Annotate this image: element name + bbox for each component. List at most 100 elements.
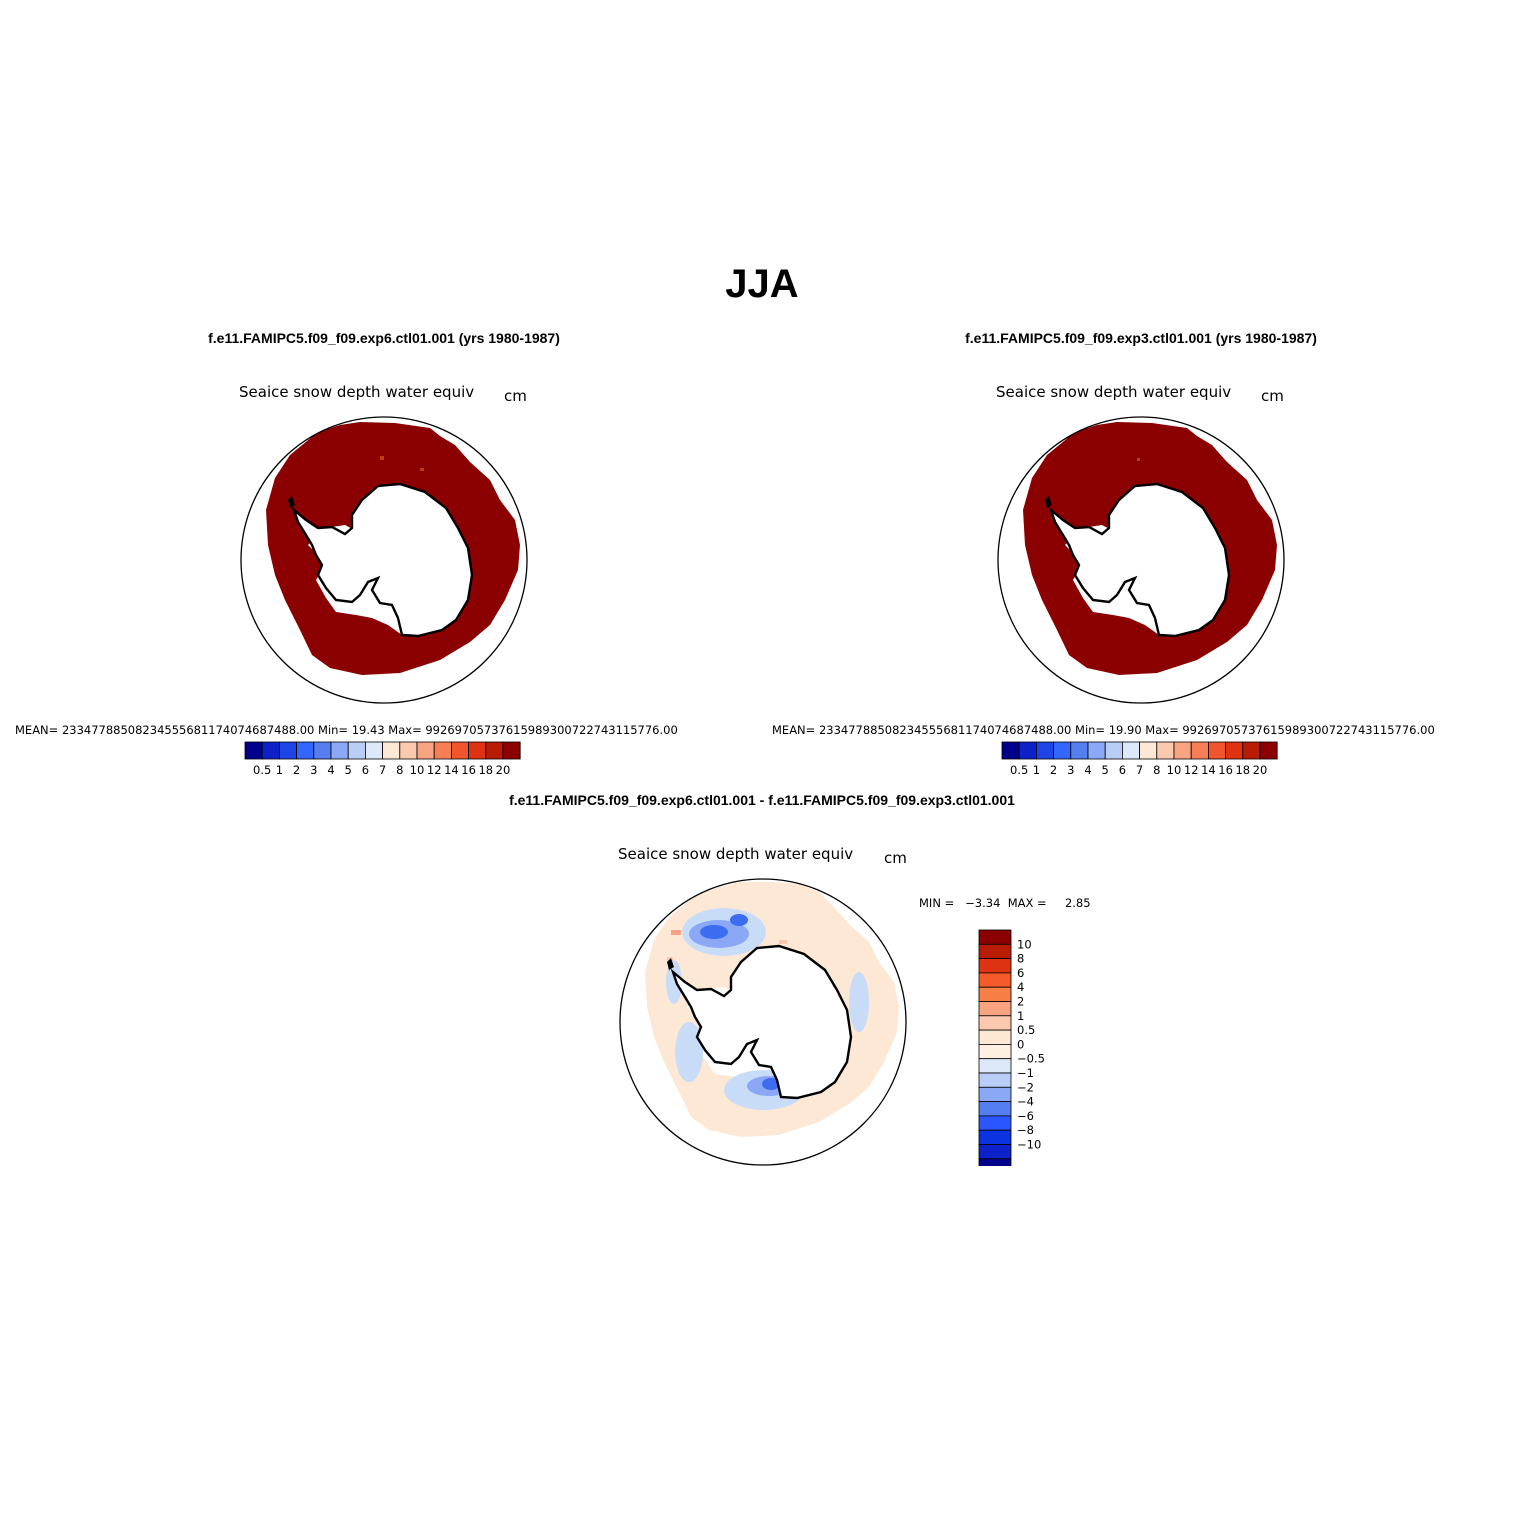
panel1-colorbar-box bbox=[313, 741, 332, 760]
diff-map bbox=[619, 878, 907, 1166]
diff-colorbar-box bbox=[978, 1101, 1012, 1117]
diff-colorbar-box bbox=[978, 1129, 1012, 1145]
diff-colorbar-box bbox=[978, 1044, 1012, 1060]
diff-units: cm bbox=[884, 849, 907, 867]
diff-colorbar-label: −6 bbox=[1017, 1109, 1034, 1123]
panel2-colorbar-label: 2 bbox=[1050, 763, 1057, 777]
panel1-field-spot bbox=[380, 456, 384, 460]
panel1-colorbar-box bbox=[330, 741, 349, 760]
panel2-map-border bbox=[997, 416, 1285, 704]
panel2-stats: MEAN= 23347788508234555681174074687488.0… bbox=[772, 723, 1435, 737]
panel2-colorbar-box bbox=[1190, 741, 1209, 760]
diff-colorbar-box bbox=[978, 1029, 1012, 1045]
panel1-colorbar: 0.5 1 2 3 4 5 6 7 8 10 12 14 16 18 20 bbox=[244, 741, 521, 777]
panel2-colorbar-label: 3 bbox=[1067, 763, 1074, 777]
panel2-colorbar-box bbox=[1053, 741, 1072, 760]
diff-colorbar-box bbox=[978, 1086, 1012, 1103]
figure-title: JJA bbox=[725, 262, 799, 306]
panel2-colorbar-label: 16 bbox=[1218, 763, 1233, 777]
panel2-colorbar-label: 1 bbox=[1033, 763, 1040, 777]
panel1-colorbar-box bbox=[416, 741, 435, 760]
panel1-colorbar-label: 2 bbox=[293, 763, 300, 777]
diff-colorbar-box bbox=[978, 943, 1012, 959]
panel2-map bbox=[997, 416, 1285, 704]
panel2-colorbar-label: 12 bbox=[1184, 763, 1199, 777]
panel1-colorbar-label: 20 bbox=[496, 763, 511, 777]
diff-colorbar-box bbox=[978, 972, 1012, 988]
panel2-colorbar-label: 4 bbox=[1084, 763, 1091, 777]
diff-colorbar-box bbox=[978, 1001, 1012, 1017]
panel2-colorbar-box bbox=[1104, 741, 1123, 760]
panel1-colorbar-box bbox=[433, 741, 452, 760]
panel2-variable-title: Seaice snow depth water equiv bbox=[996, 383, 1232, 401]
panel1-colorbar-box bbox=[347, 741, 366, 760]
panel1-colorbar-box bbox=[450, 741, 469, 760]
panel2-colorbar-box bbox=[1018, 741, 1037, 760]
diff-colorbar-label: −8 bbox=[1017, 1123, 1034, 1137]
diff-colorbar-box bbox=[978, 958, 1012, 974]
panel2-colorbar-box bbox=[1001, 741, 1020, 760]
panel1-colorbar-label: 18 bbox=[478, 763, 493, 777]
panel1-colorbar-box bbox=[244, 741, 263, 760]
panel1-colorbar-label: 0.5 bbox=[253, 763, 271, 777]
panel2-colorbar-label: 6 bbox=[1119, 763, 1126, 777]
diff-colorbar-label: −2 bbox=[1017, 1080, 1034, 1094]
panel2-colorbar: 0.5 1 2 3 4 5 6 7 8 10 12 14 16 18 20 bbox=[1001, 741, 1278, 777]
diff-colorbar-box bbox=[978, 1058, 1012, 1074]
diff-colorbar-box bbox=[978, 929, 1012, 945]
panel1-antarctica-coastline bbox=[291, 482, 474, 638]
panel1-colorbar-box bbox=[261, 741, 280, 760]
panel1-colorbar-label: 5 bbox=[345, 763, 352, 777]
panel2-colorbar-box bbox=[1259, 741, 1278, 760]
panel2-colorbar-label: 18 bbox=[1235, 763, 1250, 777]
panel2-colorbar-box bbox=[1122, 741, 1141, 760]
diff-island bbox=[667, 958, 674, 970]
diff-colorbar-box bbox=[978, 1115, 1012, 1131]
diff-variable-title: Seaice snow depth water equiv bbox=[618, 845, 854, 863]
panel1-colorbar-label: 16 bbox=[461, 763, 476, 777]
panel1-colorbar-label: 14 bbox=[444, 763, 459, 777]
diff-colorbar-label: −0.5 bbox=[1017, 1052, 1045, 1066]
panel1-colorbar-box bbox=[468, 741, 487, 760]
panel1-colorbar-box bbox=[279, 741, 298, 760]
panel2-colorbar-box bbox=[1139, 741, 1158, 760]
diff-colorbar-label: −1 bbox=[1017, 1066, 1034, 1080]
panel1-units: cm bbox=[504, 387, 527, 405]
diff-colorbar-box bbox=[978, 986, 1012, 1002]
diff-colorbar-label: −10 bbox=[1017, 1138, 1041, 1152]
panel2-case-title: f.e11.FAMIPC5.f09_f09.exp3.ctl01.001 (yr… bbox=[965, 330, 1317, 346]
diff-colorbar-label: 2 bbox=[1017, 995, 1024, 1009]
panel2-colorbar-label: 14 bbox=[1201, 763, 1216, 777]
panel1-variable-title: Seaice snow depth water equiv bbox=[239, 383, 475, 401]
panel2-colorbar-label: 8 bbox=[1153, 763, 1160, 777]
diff-colorbar-label: 4 bbox=[1017, 980, 1024, 994]
diff-map-border bbox=[619, 878, 907, 1166]
panel1-colorbar-box bbox=[296, 741, 315, 760]
diff-minmax: MIN = −3.34 MAX = 2.85 bbox=[919, 896, 1091, 910]
diff-colorbar-box bbox=[978, 1072, 1012, 1088]
panel2-colorbar-label: 7 bbox=[1136, 763, 1143, 777]
diff-colorbar-label: 8 bbox=[1017, 952, 1024, 966]
panel1-stats: MEAN= 23347788508234555681174074687488.0… bbox=[15, 723, 678, 737]
panel2-colorbar-box bbox=[1087, 741, 1106, 760]
panel1-colorbar-label: 4 bbox=[327, 763, 334, 777]
panel2-seaice-field bbox=[1023, 422, 1277, 675]
panel1-colorbar-label: 8 bbox=[396, 763, 403, 777]
panel1-seaice-field bbox=[266, 422, 520, 675]
panel2-colorbar-box bbox=[1070, 741, 1089, 760]
panel2-colorbar-box bbox=[1242, 741, 1261, 760]
diff-antarctica-coastline bbox=[670, 944, 853, 1100]
panel1-field-spot bbox=[420, 468, 424, 471]
diff-colorbar-label: 1 bbox=[1017, 1009, 1024, 1023]
panel1-colorbar-box bbox=[365, 741, 384, 760]
diff-colorbar-label: 6 bbox=[1017, 966, 1024, 980]
panel2-colorbar-label: 0.5 bbox=[1010, 763, 1028, 777]
panel2-island bbox=[1045, 496, 1052, 508]
diff-colorbar-box bbox=[978, 1158, 1012, 1166]
diff-colorbar-box bbox=[978, 1144, 1012, 1160]
panel2-colorbar-box bbox=[1036, 741, 1055, 760]
panel1-colorbar-box bbox=[399, 741, 418, 760]
panel1-island bbox=[288, 496, 295, 508]
panel2-colorbar-box bbox=[1225, 741, 1244, 760]
panel1-colorbar-box bbox=[382, 741, 401, 760]
